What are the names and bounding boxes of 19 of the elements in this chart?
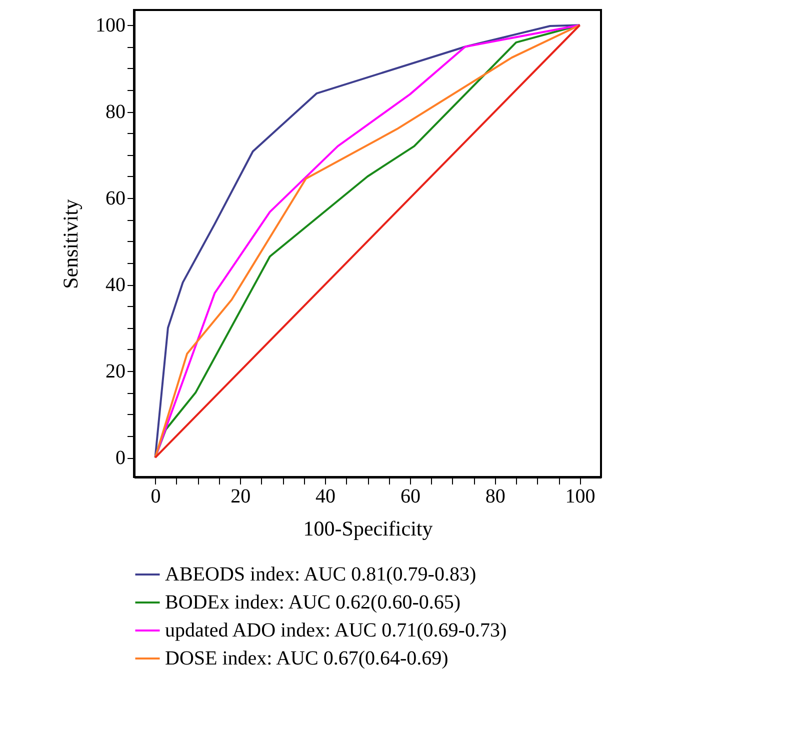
y-tick-label: 100 <box>96 14 126 37</box>
x-tick-label: 0 <box>150 486 161 508</box>
x-tick-label: 80 <box>485 486 506 508</box>
legend-label: DOSE index: AUC 0.67(0.64-0.69) <box>165 648 448 670</box>
legend-label: BODEx index: AUC 0.62(0.60-0.65) <box>165 592 461 614</box>
y-tick-label: 60 <box>106 188 126 210</box>
legend-label: updated ADO index: AUC 0.71(0.69-0.73) <box>165 620 507 642</box>
y-axis-title: Sensitivity <box>58 198 82 289</box>
y-tick-label: 40 <box>106 274 126 296</box>
line-series <box>154 24 581 459</box>
x-tick-label: 60 <box>400 486 420 508</box>
legend-label: ABEODS index: AUC 0.81(0.79-0.83) <box>165 564 476 586</box>
x-tick-label: 20 <box>230 486 251 508</box>
y-tick-label: 80 <box>106 101 126 124</box>
x-tick-label: 100 <box>565 486 596 508</box>
x-axis-title: 100-Specificity <box>303 516 434 540</box>
x-tick-label: 40 <box>316 486 336 508</box>
y-tick-label: 20 <box>106 360 126 383</box>
y-tick-label: 0 <box>116 447 126 470</box>
